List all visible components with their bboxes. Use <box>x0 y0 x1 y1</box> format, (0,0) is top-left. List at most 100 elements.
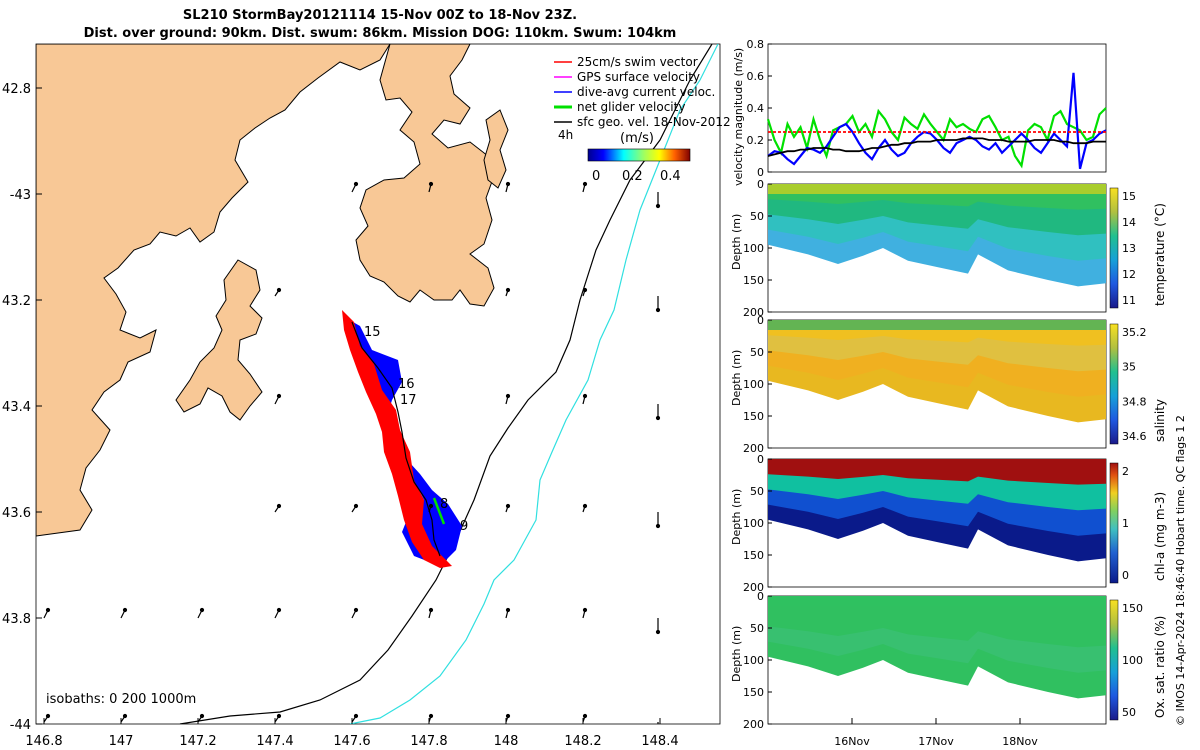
section-surface-0 <box>768 184 1106 194</box>
geo-arrow-11 <box>582 393 588 405</box>
sec-ctick-2-1: 1 <box>1122 517 1129 530</box>
map-xtick-6: 148 <box>494 734 519 749</box>
sec-ctick-1-2: 35 <box>1122 361 1136 374</box>
geo-arrow-32 <box>351 713 359 723</box>
sec-ctick-1-0: 34.6 <box>1122 430 1147 443</box>
geo-arrow-24 <box>428 607 434 619</box>
sec-ytick-1-2: 100 <box>743 378 764 391</box>
geo-arrow-0 <box>351 181 359 193</box>
sfc-geo-velocity-arrows <box>43 181 661 724</box>
sec-ctick-3-0: 50 <box>1122 706 1136 719</box>
map-xtick-8: 148.4 <box>641 734 678 749</box>
geo-arrow-8 <box>655 296 661 313</box>
vel-ytick-1: 0.2 <box>747 134 765 147</box>
sec-colorbar-0 <box>1109 187 1119 309</box>
isobath-200m <box>179 44 713 724</box>
colorbar-tick-04: 0.4 <box>660 169 681 184</box>
speed-colorbar <box>587 148 691 162</box>
sec-ytick-3-0: 0 <box>757 590 764 603</box>
velocity-ylabel: velocity magnitude (m/s) <box>732 48 745 186</box>
geo-arrow-9 <box>274 393 282 405</box>
geo-arrow-26 <box>582 607 588 619</box>
sec-ctick-0-2: 13 <box>1122 242 1136 255</box>
section-surface-2 <box>768 459 1106 469</box>
day-label-19: 9 <box>460 519 468 534</box>
map-xtick-5: 147.8 <box>410 734 447 749</box>
geo-arrow-5 <box>274 287 282 297</box>
net-glider-velocity-arrow <box>432 497 446 525</box>
velocity-series <box>766 72 1107 170</box>
sec-ytick-2-3: 150 <box>743 549 764 562</box>
map-y-ticks: 42.8 -43 43.2 43.4 43.6 43.8 -44 <box>2 82 42 733</box>
geo-arrow-19 <box>43 607 51 619</box>
sec-ctick-0-3: 14 <box>1122 216 1136 229</box>
section-panel-1: 0 50 100 150 200 Depth (m) 34.6 34.8 35 35.2 salin… <box>730 314 1167 455</box>
vel-ytick-4: 0.8 <box>747 38 765 51</box>
sec-clabel-0: temperature (°C) <box>1153 203 1167 306</box>
geo-arrow-28 <box>43 713 51 723</box>
map-x-ticks: 146.8 147 147.2 147.4 147.6 147.8 148 148.2 148.… <box>25 718 679 749</box>
time-tick-1: 17Nov <box>918 735 954 748</box>
sec-ytick-1-0: 0 <box>757 314 764 327</box>
section-surface-1 <box>768 320 1106 330</box>
geo-arrow-4 <box>655 192 661 209</box>
geo-arrow-2 <box>505 181 511 193</box>
sec-ctick-1-3: 35.2 <box>1122 326 1147 339</box>
sec-colorbar-1 <box>1109 323 1119 445</box>
map-ytick-5: 43.8 <box>2 612 31 627</box>
geo-arrow-22 <box>274 607 282 619</box>
sec-ytick-0-0: 0 <box>757 178 764 191</box>
sec-ytick-2-1: 50 <box>750 485 764 498</box>
sec-ctick-0-1: 12 <box>1122 268 1136 281</box>
sec-ylabel-1: Depth (m) <box>730 350 743 406</box>
velocity-series-3 <box>767 137 1106 157</box>
sec-ylabel-0: Depth (m) <box>730 214 743 270</box>
track-line <box>351 321 441 557</box>
geo-arrow-7 <box>582 287 588 297</box>
section-panel-3: 0 50 100 150 200 Depth (m) 50 100 150 Ox. sat. ra… <box>730 590 1167 731</box>
map-ytick-6: -44 <box>10 718 31 733</box>
geo-arrow-23 <box>351 607 359 619</box>
colorbar-tick-0: 0 <box>592 169 600 184</box>
sec-ytick-1-4: 200 <box>743 442 764 455</box>
land-bruny <box>175 259 263 421</box>
sec-ctick-0-4: 15 <box>1122 190 1136 203</box>
sec-ytick-3-2: 100 <box>743 654 764 667</box>
day-label-15: 15 <box>364 325 381 340</box>
geo-arrow-18 <box>655 512 661 529</box>
time-tick-0: 16Nov <box>834 735 870 748</box>
sec-ytick-0-3: 150 <box>743 274 764 287</box>
geo-arrow-21 <box>197 607 205 619</box>
map-xtick-0: 146.8 <box>25 734 62 749</box>
chart-title-line2: Dist. over ground: 90km. Dist. swum: 86k… <box>83 26 677 41</box>
sec-ytick-0-1: 50 <box>750 210 764 223</box>
section-panel-2: 0 50 100 150 200 Depth (m) 0 1 2 chl-a (mg m-3) <box>730 453 1167 594</box>
geo-arrow-25 <box>505 607 511 619</box>
sec-ytick-1-1: 50 <box>750 346 764 359</box>
map-ytick-0: 42.8 <box>2 82 31 97</box>
map-ytick-2: 43.2 <box>2 294 31 309</box>
qc-note: © IMOS 14-Apr-2024 18:46:40 Hobart time.… <box>1174 415 1187 726</box>
geo-arrow-30 <box>197 713 205 723</box>
sec-ytick-3-4: 200 <box>743 718 764 731</box>
sec-ytick-0-2: 100 <box>743 242 764 255</box>
isobaths-label: isobaths: 0 200 1000m <box>46 692 196 707</box>
track-swim-vector <box>342 310 452 568</box>
legend-label-3: net glider velocity <box>577 100 685 114</box>
sec-ytick-0-4: 200 <box>743 306 764 319</box>
sec-ctick-1-1: 34.8 <box>1122 395 1147 408</box>
sec-ylabel-3: Depth (m) <box>730 626 743 682</box>
sec-ctick-3-2: 150 <box>1122 602 1143 615</box>
sec-clabel-3: Ox. sat. ratio (%) <box>1153 616 1167 718</box>
geo-arrow-31 <box>274 713 282 723</box>
isobath-1000m <box>349 44 719 724</box>
colorbar-unit: (m/s) <box>620 131 654 146</box>
vel-ytick-2: 0.4 <box>747 102 765 115</box>
sec-ytick-2-4: 200 <box>743 581 764 594</box>
map-xtick-2: 147.2 <box>179 734 216 749</box>
land-tasmania-west <box>36 44 391 537</box>
map-ytick-4: 43.6 <box>2 506 31 521</box>
geo-arrow-20 <box>120 607 128 619</box>
vel-ytick-3: 0.6 <box>747 70 765 83</box>
